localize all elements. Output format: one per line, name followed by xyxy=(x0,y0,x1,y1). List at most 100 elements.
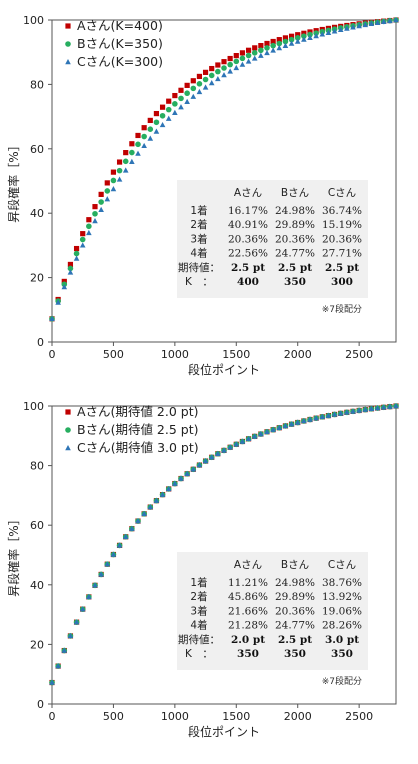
data-point xyxy=(104,188,111,194)
legend-label: Aさん(期待値 2.0 pt) xyxy=(77,404,198,419)
data-point xyxy=(288,40,295,46)
data-point xyxy=(73,250,80,257)
data-point xyxy=(202,69,209,75)
data-point xyxy=(301,36,307,42)
data-point xyxy=(227,61,233,68)
data-point xyxy=(313,32,319,39)
data-point xyxy=(208,72,215,79)
data-point xyxy=(221,59,227,65)
data-point xyxy=(276,40,283,47)
data-point xyxy=(245,58,252,64)
x-tick-label: 0 xyxy=(49,348,56,361)
data-point xyxy=(380,404,387,410)
data-point xyxy=(67,632,74,639)
data-point xyxy=(166,98,172,104)
data-point xyxy=(301,33,307,39)
y-tick-label: 60 xyxy=(30,519,44,532)
data-point xyxy=(356,23,362,29)
data-point xyxy=(178,104,184,110)
data-point xyxy=(264,428,270,435)
x-tick-label: 1000 xyxy=(161,348,189,361)
data-point xyxy=(319,413,326,420)
data-point xyxy=(374,19,381,25)
data-point xyxy=(307,31,313,38)
data-point xyxy=(147,504,154,510)
data-point xyxy=(49,679,55,685)
data-point xyxy=(110,186,117,192)
table-note: ※7段配分 xyxy=(322,675,362,687)
data-point xyxy=(110,551,117,557)
legend-label: Cさん(期待値 3.0 pt) xyxy=(77,440,199,455)
data-point xyxy=(270,38,276,45)
table-row-label: 4着 xyxy=(190,247,207,260)
data-point xyxy=(184,82,190,88)
data-point xyxy=(73,255,80,261)
y-axis-title: 昇段確率［%］ xyxy=(6,139,21,222)
y-tick-label: 20 xyxy=(30,638,44,651)
x-tick-label: 2000 xyxy=(284,710,312,723)
data-point xyxy=(282,35,289,41)
table-cell: 24.77% xyxy=(275,620,315,632)
table-row-label: 期待値： xyxy=(178,261,220,274)
data-point xyxy=(147,135,154,141)
table-cell: 300 xyxy=(331,276,353,288)
data-point xyxy=(337,26,344,33)
table-cell: 2.5 pt xyxy=(231,262,265,274)
data-point xyxy=(307,416,313,422)
data-point xyxy=(239,50,246,56)
series-C xyxy=(49,17,399,322)
table-cell: 45.86% xyxy=(228,591,268,603)
data-point xyxy=(98,191,104,197)
y-tick-label: 80 xyxy=(30,78,44,91)
legend-marker xyxy=(65,23,71,29)
table-cell: 2.0 pt xyxy=(231,634,265,646)
table-row-label: 1着 xyxy=(190,576,207,589)
table-cell: 3.0 pt xyxy=(325,634,359,646)
table-cell: 2.5 pt xyxy=(278,634,312,646)
data-point xyxy=(190,93,197,99)
data-point xyxy=(350,408,356,414)
legend-label: Aさん(K=400) xyxy=(77,18,163,33)
table-cell: 36.74% xyxy=(322,205,362,217)
data-point xyxy=(307,34,313,40)
data-point xyxy=(79,236,86,243)
data-point xyxy=(202,76,209,83)
data-point xyxy=(178,95,184,102)
data-point xyxy=(190,466,197,472)
data-point xyxy=(129,525,135,531)
data-point xyxy=(159,121,166,128)
data-point xyxy=(209,65,215,72)
table-header: Bさん xyxy=(281,559,309,571)
chart-2: 0 500 1000 1500 2000 2500 0 20 40 60 80 100 段位ポイント 昇段… xyxy=(6,400,399,739)
table-header: Aさん xyxy=(234,187,262,199)
data-point xyxy=(178,475,184,481)
data-point xyxy=(233,441,240,447)
data-point xyxy=(202,84,209,90)
table-header: Aさん xyxy=(234,559,262,571)
data-point xyxy=(215,75,221,82)
data-point xyxy=(288,421,295,427)
data-point xyxy=(276,424,283,430)
data-point xyxy=(374,405,381,411)
data-point xyxy=(153,497,160,503)
data-point xyxy=(270,42,276,49)
legend-label: Cさん(K=300) xyxy=(77,54,163,69)
data-point xyxy=(295,32,301,38)
table-cell: 16.17% xyxy=(228,205,268,217)
data-point xyxy=(252,45,258,51)
y-tick-label: 100 xyxy=(23,14,44,27)
data-point xyxy=(141,133,147,140)
y-tick-label: 60 xyxy=(30,143,44,156)
data-point xyxy=(393,403,399,409)
data-point xyxy=(153,128,160,134)
data-point xyxy=(79,242,86,248)
data-point xyxy=(294,419,301,425)
data-point xyxy=(86,229,92,236)
data-point xyxy=(215,450,221,456)
data-point xyxy=(116,159,123,165)
data-point xyxy=(282,38,289,45)
legend-label: Bさん(期待値 2.5 pt) xyxy=(77,422,199,437)
x-tick-label: 1500 xyxy=(222,348,250,361)
y-tick-label: 80 xyxy=(30,460,44,473)
data-point xyxy=(233,64,240,71)
